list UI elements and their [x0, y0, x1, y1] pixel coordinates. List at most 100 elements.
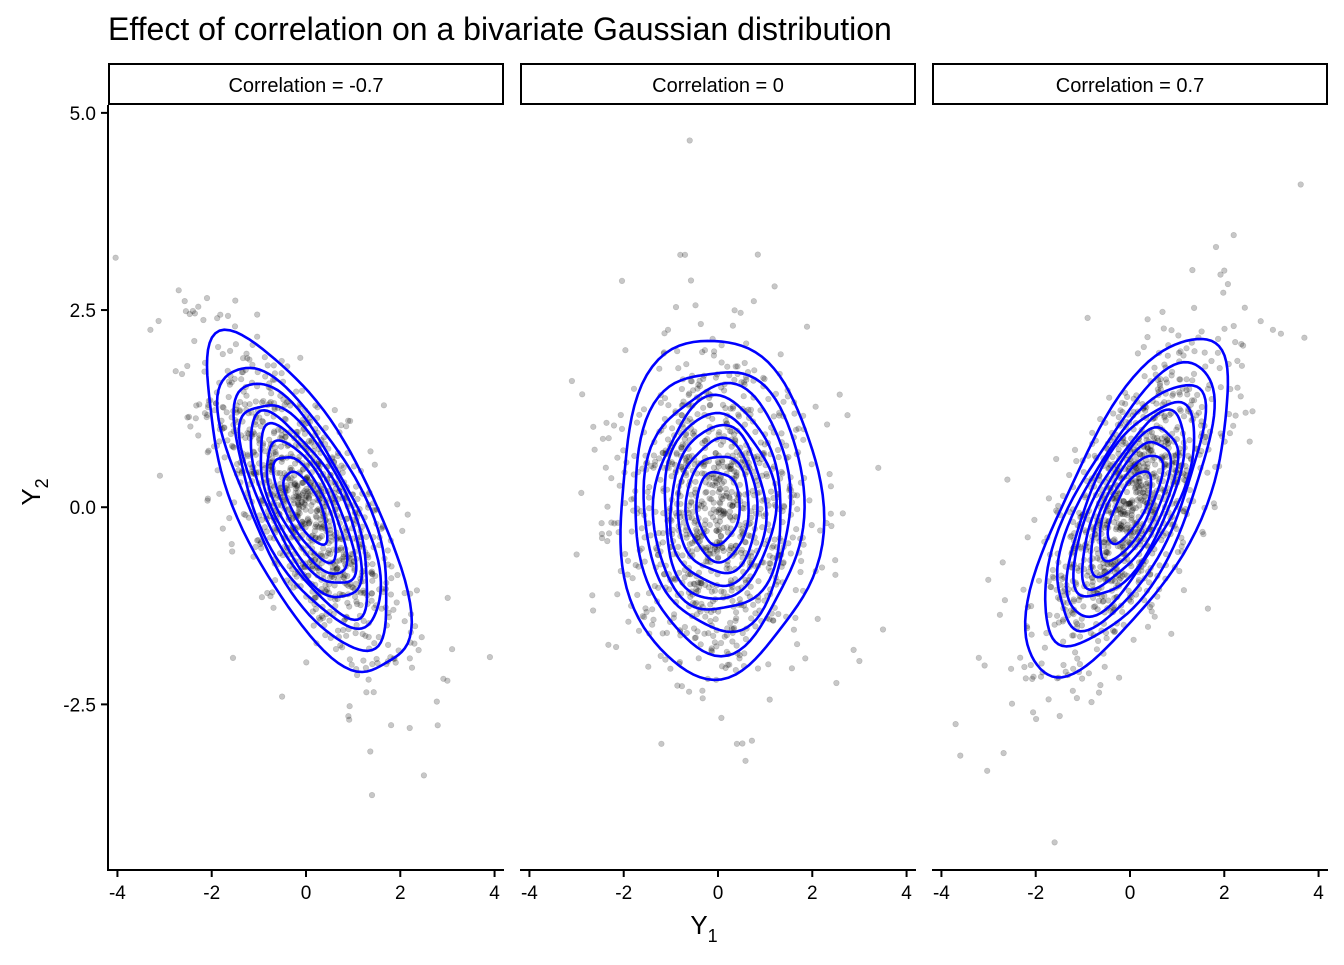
scatter-point: [317, 616, 324, 623]
scatter-point: [724, 363, 731, 370]
scatter-point: [742, 606, 749, 613]
scatter-point: [608, 475, 615, 482]
scatter-point: [343, 632, 350, 639]
scatter-point: [200, 316, 207, 324]
scatter-point: [352, 593, 359, 600]
scatter-point: [715, 554, 722, 561]
scatter-point: [1030, 673, 1037, 680]
scatter-point: [223, 409, 230, 416]
scatter-point: [604, 503, 611, 510]
scatter-point-outlier: [147, 326, 154, 333]
scatter-point: [645, 663, 652, 670]
scatter-point: [252, 451, 259, 458]
scatter-point: [296, 503, 303, 510]
scatter-point: [228, 442, 236, 450]
scatter-point: [388, 722, 395, 729]
scatter-point: [1115, 674, 1123, 681]
scatter-point: [433, 698, 440, 705]
scatter-point: [369, 660, 376, 668]
scatter-point: [281, 401, 288, 409]
scatter-point: [270, 604, 277, 611]
scatter-point: [1164, 352, 1171, 359]
scatter-point: [668, 473, 675, 480]
scatter-point: [650, 616, 657, 623]
scatter-point: [1095, 689, 1103, 696]
scatter-point: [368, 590, 376, 597]
scatter-point: [240, 510, 247, 518]
scatter-point: [1134, 483, 1141, 490]
scatter-point: [178, 370, 186, 378]
scatter-point: [1105, 597, 1112, 604]
scatter-point-outlier: [1004, 476, 1011, 483]
facet-strip-label: Correlation = 0.7: [1056, 75, 1204, 97]
scatter-point: [283, 399, 290, 406]
scatter-point: [780, 398, 787, 405]
scatter-point: [272, 451, 279, 458]
scatter-point-outlier: [420, 772, 428, 779]
scatter-point: [298, 479, 306, 487]
scatter-point: [235, 467, 242, 474]
y-axis: 5.0 2.5 0.0 -2.5: [63, 104, 109, 871]
scatter-point: [357, 589, 364, 596]
scatter-point: [302, 506, 309, 513]
scatter-point: [348, 583, 355, 591]
scatter-point: [434, 722, 441, 729]
panel-1: Correlation = -0.7 -4 -2 0 2 4: [108, 63, 504, 904]
scatter-point: [657, 399, 665, 406]
scatter-point: [221, 424, 228, 431]
scatter-point: [668, 425, 676, 432]
scatter-point: [242, 434, 249, 442]
scatter-point: [299, 503, 307, 511]
scatter-point: [685, 688, 693, 695]
scatter-point-outlier: [449, 646, 456, 653]
scatter-point: [679, 552, 686, 559]
x-tick-label: -4: [109, 883, 126, 904]
scatter-point: [354, 495, 361, 503]
scatter-point: [1201, 349, 1208, 356]
scatter-point: [1134, 350, 1141, 357]
scatter-point: [226, 514, 233, 522]
scatter-point: [733, 469, 740, 476]
scatter-point: [707, 401, 714, 409]
scatter-point: [263, 528, 270, 535]
scatter-point: [334, 565, 341, 572]
contour-line: [237, 404, 369, 622]
scatter-point: [710, 475, 717, 482]
scatter-point: [259, 417, 266, 425]
scatter-point: [1163, 379, 1170, 386]
scatter-point: [292, 489, 299, 496]
scatter-point: [833, 679, 840, 687]
x-tick-label: 0: [301, 883, 312, 904]
scatter-point: [362, 664, 370, 672]
scatter-point: [618, 277, 626, 285]
scatter-point: [336, 557, 343, 564]
scatter-point: [254, 537, 261, 544]
scatter-point: [331, 561, 339, 569]
scatter-point: [294, 501, 302, 508]
scatter-point: [301, 500, 308, 507]
x-tick-label: -4: [521, 883, 538, 904]
scatter-point: [1126, 500, 1134, 507]
scatter-point: [689, 430, 696, 437]
scatter-point: [341, 572, 348, 579]
scatter-point: [378, 605, 385, 612]
scatter-point: [348, 661, 355, 668]
scatter-point: [1156, 562, 1163, 569]
scatter-point: [688, 514, 696, 522]
scatter-point: [681, 623, 689, 631]
scatter-point: [605, 435, 612, 442]
scatter-point: [354, 600, 361, 608]
scatter-point: [763, 470, 770, 477]
scatter-point: [694, 411, 701, 418]
scatter-points: [568, 137, 887, 764]
scatter-point: [793, 641, 801, 648]
scatter-point: [291, 479, 299, 487]
scatter-point: [329, 564, 336, 571]
scatter-point: [1085, 670, 1092, 677]
scatter-point: [288, 475, 295, 482]
scatter-point: [181, 298, 188, 305]
scatter-point: [1191, 348, 1198, 355]
scatter-point: [384, 547, 391, 554]
scatter-point: [1076, 660, 1083, 668]
scatter-point: [715, 463, 722, 470]
